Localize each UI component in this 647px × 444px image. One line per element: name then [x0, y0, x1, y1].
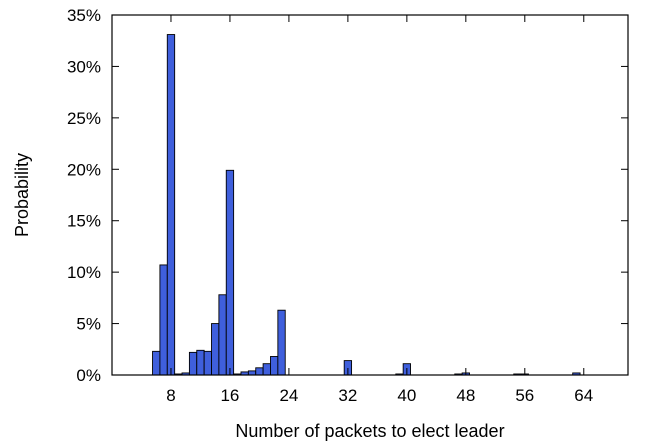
bar-x8 — [166, 34, 176, 376]
y-tick-label-25: 25% — [67, 109, 101, 128]
bar-x13 — [203, 350, 212, 376]
plot-frame — [111, 14, 629, 376]
ticks-group: 8 16 24 32 40 48 56 64 0% 5% 10% 15% 20% 25% 30% 35% — [67, 6, 628, 405]
y-tick-label-20: 20% — [67, 160, 101, 179]
bars-group — [152, 34, 581, 376]
y-tick-label-35: 35% — [67, 6, 101, 25]
x-tick-label-32: 32 — [338, 386, 357, 405]
bar-x15 — [218, 294, 227, 376]
x-tick-label-16: 16 — [220, 386, 239, 405]
y-tick-label-0: 0% — [76, 366, 101, 385]
bar-x22 — [270, 356, 279, 376]
x-tick-label-24: 24 — [279, 386, 298, 405]
bar-x21 — [262, 363, 271, 376]
y-tick-label-5: 5% — [76, 315, 101, 334]
bar-x16 — [225, 169, 235, 376]
bar-x6 — [152, 350, 161, 376]
x-tick-label-40: 40 — [397, 386, 416, 405]
y-axis-title: Probability — [12, 153, 32, 237]
x-tick-label-56: 56 — [515, 386, 534, 405]
bar-x20 — [255, 367, 264, 376]
bar-x19 — [247, 370, 257, 376]
bar-x14 — [211, 323, 220, 376]
x-tick-label-8: 8 — [166, 386, 175, 405]
bar-x23 — [277, 309, 286, 376]
y-tick-label-30: 30% — [67, 57, 101, 76]
x-tick-label-64: 64 — [574, 386, 593, 405]
bar-x12 — [196, 349, 205, 376]
y-tick-label-15: 15% — [67, 212, 101, 231]
x-axis-title: Number of packets to elect leader — [235, 421, 504, 441]
y-tick-label-10: 10% — [67, 263, 101, 282]
bar-x11 — [188, 351, 198, 376]
bar-x7 — [159, 264, 168, 376]
x-tick-label-48: 48 — [456, 386, 475, 405]
